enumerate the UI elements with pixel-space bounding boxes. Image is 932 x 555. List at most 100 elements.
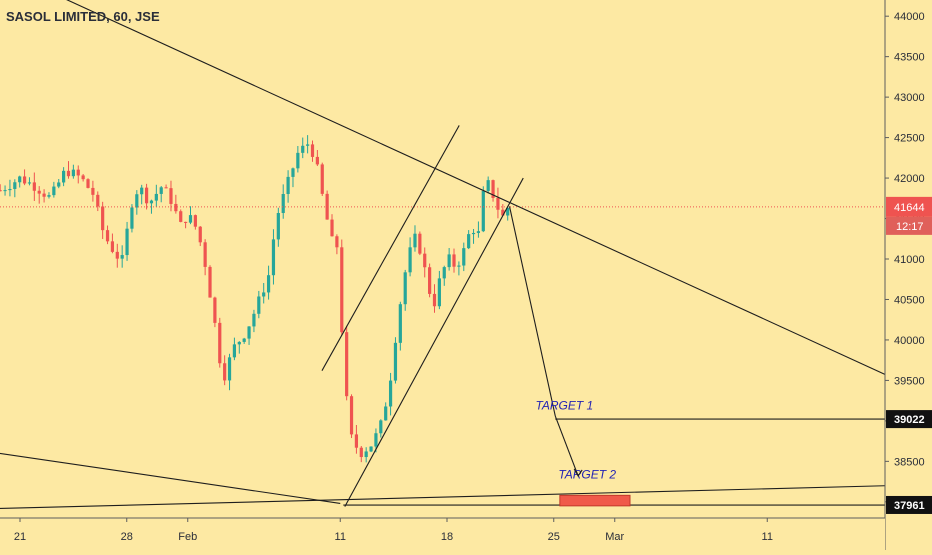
target-box-layer [559,494,631,507]
x-tick-label: Mar [605,531,624,543]
candle-body [76,169,80,176]
candle-body [291,168,295,177]
trendline [66,0,890,377]
candle-body [62,170,66,183]
candle-body [71,169,75,177]
candle-body [447,254,451,268]
candle-body [428,267,432,294]
candle-body [120,255,124,259]
target-label: TARGET 1 [535,399,593,413]
candle-body [467,234,471,249]
candle-body [354,434,359,448]
countdown-badge [886,216,932,235]
candle-body [169,188,173,204]
y-tick-label: 43000 [894,92,925,104]
candle-body [179,211,183,222]
candle-body [149,200,154,204]
candle-body [0,190,2,192]
x-tick-label: 11 [762,531,773,543]
candle-body [349,396,354,435]
candle-body [213,297,217,323]
candle-body [379,420,383,434]
candle-body [330,219,334,237]
candle-body [442,267,446,279]
candle-body [364,451,368,458]
trendlines-layer [0,0,890,510]
price-marker-label: 39022 [894,414,925,426]
y-tick-label: 42500 [894,133,925,145]
candle-body [266,275,271,293]
candle-body [32,182,36,191]
candle-body [286,176,290,195]
trendline [321,125,460,371]
candle-body [413,233,417,248]
candle-body [91,187,95,195]
candle-body [218,322,222,364]
x-tick-label: 11 [335,531,346,543]
candle-body [8,189,12,191]
candle-body [47,195,51,197]
candle-body [501,209,505,216]
candle-body [37,190,41,194]
candle-body [262,292,266,297]
x-tick-label: 21 [14,531,26,543]
candle-body [223,363,227,381]
x-tick-label: 25 [548,531,560,543]
candle-body [115,251,119,259]
candles-layer [0,135,885,463]
candle-body [227,357,232,381]
arrow-head [573,468,583,477]
candle-body [462,248,466,266]
candle-body [306,144,310,146]
candle-body [208,266,212,298]
candle-body [140,187,144,195]
candle-body [432,293,437,307]
candle-body [310,144,315,157]
candle-body [184,221,188,223]
price-axis-bg [885,0,932,550]
y-tick-label: 40500 [894,294,925,306]
candle-body [345,332,349,397]
candle-body [130,207,134,229]
candle-body [105,230,110,242]
candle-body [174,203,178,212]
candle-body [159,187,163,194]
target-label: TARGET 2 [558,467,616,481]
candle-body [271,239,276,276]
trendline [508,206,556,417]
candle-body [418,233,422,254]
candle-body [27,182,32,184]
candle-body [96,194,100,207]
candle-body [203,242,207,267]
y-tick-label: 44000 [894,11,925,23]
trendline [344,177,524,507]
price-marker-badge [886,495,932,514]
y-tick-label: 42000 [894,173,925,185]
candle-body [188,215,193,223]
candle-body [13,182,17,190]
price-marker-label: 37961 [894,500,925,512]
candle-body [476,231,481,233]
candle-body [335,236,339,248]
candle-body [110,241,115,252]
candle-body [281,194,285,214]
candle-body [237,341,241,345]
candle-body [393,342,398,381]
candle-body [164,187,168,189]
current-price-label: 41644 [894,202,925,214]
candle-body [135,194,139,208]
candle-body [457,265,461,267]
countdown-label: 12:17 [896,221,924,233]
candle-body [125,228,129,256]
candle-body [257,296,261,314]
candle-body [81,175,85,180]
target-zone-box [559,494,631,507]
candle-body [101,206,105,231]
candle-body [423,253,427,268]
candle-body [301,145,305,153]
candle-body [198,226,202,243]
candle-body [18,176,22,183]
